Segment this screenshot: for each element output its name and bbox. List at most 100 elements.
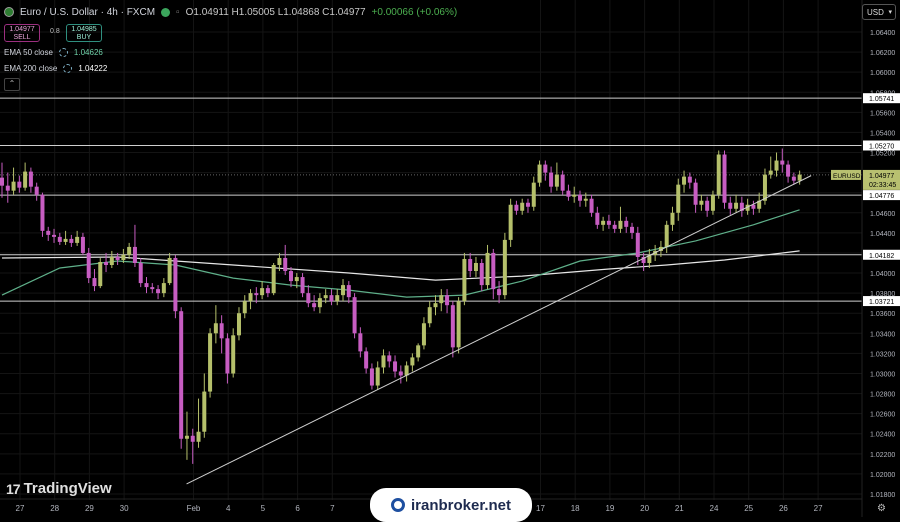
price-tick-label: 1.05200	[870, 151, 895, 158]
ema200-legend[interactable]: EMA 200 close 1.04222	[4, 64, 107, 73]
candle-body	[115, 256, 120, 260]
candle-body	[63, 238, 68, 242]
price-tick-label: 1.03000	[870, 371, 895, 378]
candle-body	[762, 174, 767, 201]
candle-body	[341, 285, 346, 296]
candle-body	[231, 335, 236, 374]
candle-body	[86, 252, 91, 279]
time-tick-label: 28	[50, 504, 59, 513]
loading-icon	[58, 48, 68, 57]
ema50-label: EMA 50 close	[4, 48, 53, 57]
time-tick-label: 7	[330, 504, 335, 513]
candle-body	[630, 226, 635, 233]
candle-body	[75, 236, 80, 243]
ema200-label: EMA 200 close	[4, 64, 58, 73]
candle-body	[682, 176, 687, 185]
candle-body	[179, 311, 184, 439]
level-price-label: 1.04182	[869, 253, 894, 260]
candle-body	[468, 258, 473, 272]
time-tick-label: 30	[120, 504, 129, 513]
candle-body	[757, 200, 762, 209]
symbol-header: Euro / U.S. Dollar · 4h · FXCM ▫ O1.0491…	[4, 3, 457, 21]
grid	[0, 0, 862, 500]
buy-label: BUY	[76, 34, 92, 41]
candle-body	[265, 288, 270, 294]
candle-body	[323, 295, 328, 299]
watermark-badge: iranbroker.net	[370, 488, 532, 522]
candle-body	[34, 186, 39, 195]
price-tick-label: 1.02000	[870, 472, 895, 479]
candle-body	[387, 355, 392, 362]
candle-body	[236, 313, 241, 336]
candle-body	[462, 258, 467, 302]
collapse-legend-button[interactable]: ⌃	[4, 78, 20, 91]
time-tick-label: 4	[226, 504, 231, 513]
candle-body	[416, 345, 421, 358]
candle-body	[364, 351, 369, 369]
candle-body	[289, 271, 293, 282]
candle-body	[791, 176, 796, 181]
candle-body	[786, 164, 791, 177]
candle-body	[554, 174, 559, 187]
candle-body	[312, 303, 317, 308]
candle-body	[190, 435, 195, 442]
candle-body	[427, 307, 432, 324]
candle-body	[560, 174, 565, 191]
candle-body	[161, 283, 166, 294]
candle-body	[514, 204, 519, 211]
sell-button[interactable]: 1.04977 SELL	[4, 24, 40, 42]
countdown-label: 02:33:45	[869, 182, 896, 189]
sell-label: SELL	[13, 34, 31, 41]
level-price-tag	[863, 140, 900, 151]
price-tick-label: 1.06200	[870, 50, 895, 57]
sell-price: 1.04977	[9, 26, 35, 33]
current-price-tag	[863, 169, 900, 190]
candle-body	[670, 212, 675, 225]
candle-body	[173, 257, 178, 312]
candle-body	[491, 252, 496, 290]
candle-body	[40, 194, 45, 231]
price-tick-label: 1.06000	[870, 70, 895, 77]
candle-body	[167, 257, 172, 284]
ema50-value: 1.04626	[73, 48, 103, 57]
symbol-title[interactable]: Euro / U.S. Dollar · 4h · FXCM	[20, 6, 156, 18]
time-tick-label: 6	[295, 504, 300, 513]
gear-icon[interactable]: ⚙	[877, 503, 886, 514]
tradingview-logo[interactable]: 17 TradingView	[6, 480, 112, 497]
ema200-value: 1.04222	[78, 64, 108, 73]
candle-body	[150, 287, 155, 290]
candle-body	[479, 263, 484, 286]
candle-body	[421, 323, 426, 346]
candle-body	[92, 278, 97, 287]
flag-icon	[4, 7, 14, 17]
time-tick-label: 26	[779, 504, 788, 513]
buy-button[interactable]: 1.04985 BUY	[66, 24, 102, 42]
price-tick-label: 1.06400	[870, 30, 895, 37]
tradingview-icon: 17	[6, 480, 21, 497]
currency-button[interactable]: USD ▾	[862, 4, 896, 20]
candle-body	[11, 181, 16, 191]
price-tick-label: 1.03200	[870, 351, 895, 358]
price-tick-label: 1.01800	[870, 492, 895, 499]
candle-body	[271, 265, 276, 294]
candle-body	[52, 234, 57, 237]
candle-body	[508, 204, 513, 240]
candle-body	[404, 365, 409, 376]
candle-body	[358, 333, 363, 352]
candle-body	[375, 367, 380, 386]
loading-icon	[63, 64, 73, 73]
candle-body	[57, 236, 62, 242]
candle-body	[335, 295, 340, 302]
candle-body	[618, 220, 623, 229]
candle-body	[109, 256, 114, 266]
buy-price: 1.04985	[71, 26, 97, 33]
candle-body	[80, 236, 85, 253]
candle-body	[381, 355, 386, 368]
time-tick-label: 29	[85, 504, 94, 513]
time-tick-label: 27	[814, 504, 823, 513]
candle-body	[317, 298, 322, 308]
candle-body	[537, 164, 542, 183]
ema50-legend[interactable]: EMA 50 close 1.04626	[4, 48, 103, 57]
candle-body	[433, 303, 438, 308]
